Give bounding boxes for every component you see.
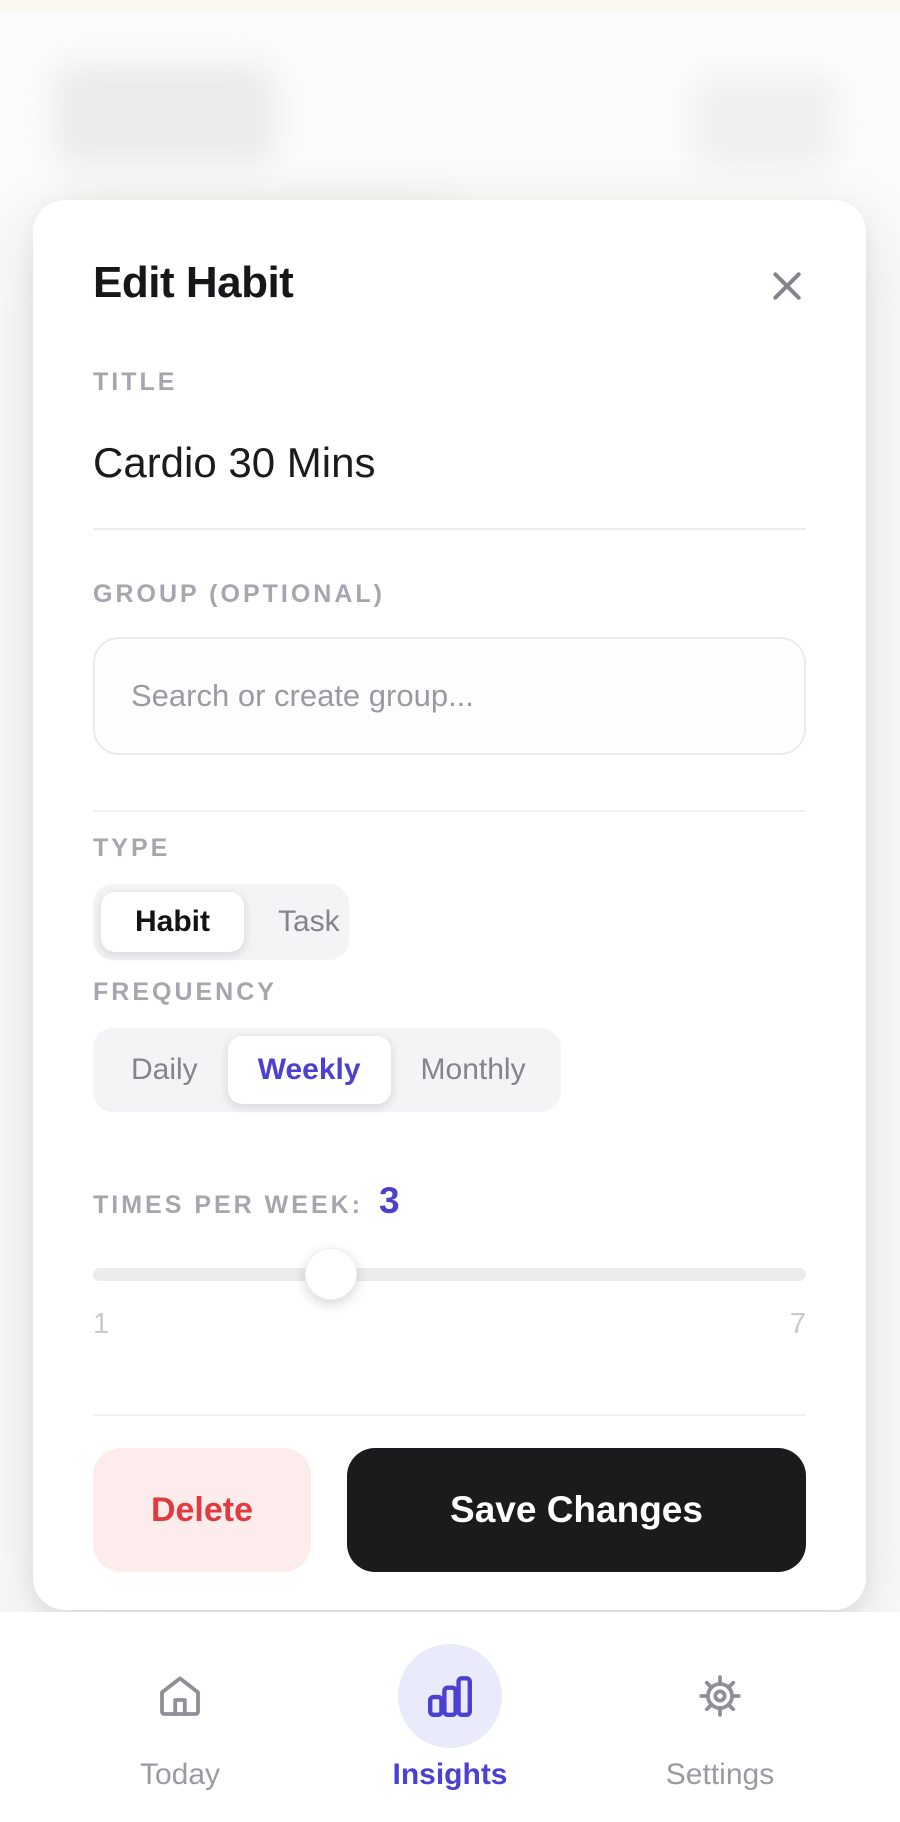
divider [93,1414,806,1416]
title-field-label: TITLE [93,368,178,396]
edit-habit-modal: Edit Habit TITLE GROUP (OPTIONAL) TYPE H… [33,200,866,1610]
nav-label-settings: Settings [665,1758,775,1791]
close-icon [773,272,801,300]
frequency-field-label: FREQUENCY [93,978,277,1006]
slider-min-label: 1 [93,1308,110,1340]
status-bar-strip [0,0,900,10]
bottom-nav: Today Insights [0,1612,900,1822]
slider-minmax-labels: 1 7 [93,1308,806,1341]
modal-title: Edit Habit [93,258,294,307]
modal-actions: Delete Save Changes [93,1448,806,1572]
times-per-week-row: TIMES PER WEEK: 3 [93,1180,400,1222]
frequency-option-daily[interactable]: Daily [131,1053,198,1086]
type-segmented-control: Habit Task [93,884,349,960]
frequency-segmented-control: Daily Weekly Monthly [93,1028,561,1112]
nav-item-insights[interactable]: Insights [340,1612,560,1822]
nav-item-today[interactable]: Today [70,1612,290,1822]
divider [93,810,806,812]
delete-button[interactable]: Delete [93,1448,311,1572]
slider-max-label: 7 [789,1308,806,1340]
nav-label-insights: Insights [392,1758,508,1791]
save-changes-button[interactable]: Save Changes [347,1448,806,1572]
title-input-underline [93,528,806,530]
times-per-week-label: TIMES PER WEEK: [93,1191,364,1219]
close-button[interactable] [759,258,815,314]
habit-title-input[interactable] [93,428,806,498]
type-option-task[interactable]: Task [278,905,340,938]
group-field-label: GROUP (OPTIONAL) [93,580,385,608]
type-option-habit[interactable]: Habit [101,892,244,952]
nav-item-settings[interactable]: Settings [610,1612,830,1822]
slider-thumb[interactable] [304,1248,357,1300]
gear-icon [699,1675,741,1717]
group-search-input[interactable] [93,637,806,755]
bar-chart-icon [428,1676,472,1717]
home-icon [160,1676,200,1716]
nav-label-today: Today [139,1758,221,1791]
frequency-option-monthly[interactable]: Monthly [420,1053,526,1086]
type-field-label: TYPE [93,834,171,862]
slider-track[interactable] [93,1268,806,1281]
frequency-option-weekly[interactable]: Weekly [227,1036,391,1104]
times-per-week-slider[interactable] [93,1248,806,1300]
insights-active-circle [398,1644,502,1748]
blurred-page-title [55,65,275,165]
times-per-week-value: 3 [379,1180,400,1221]
blurred-page-button [695,78,835,166]
